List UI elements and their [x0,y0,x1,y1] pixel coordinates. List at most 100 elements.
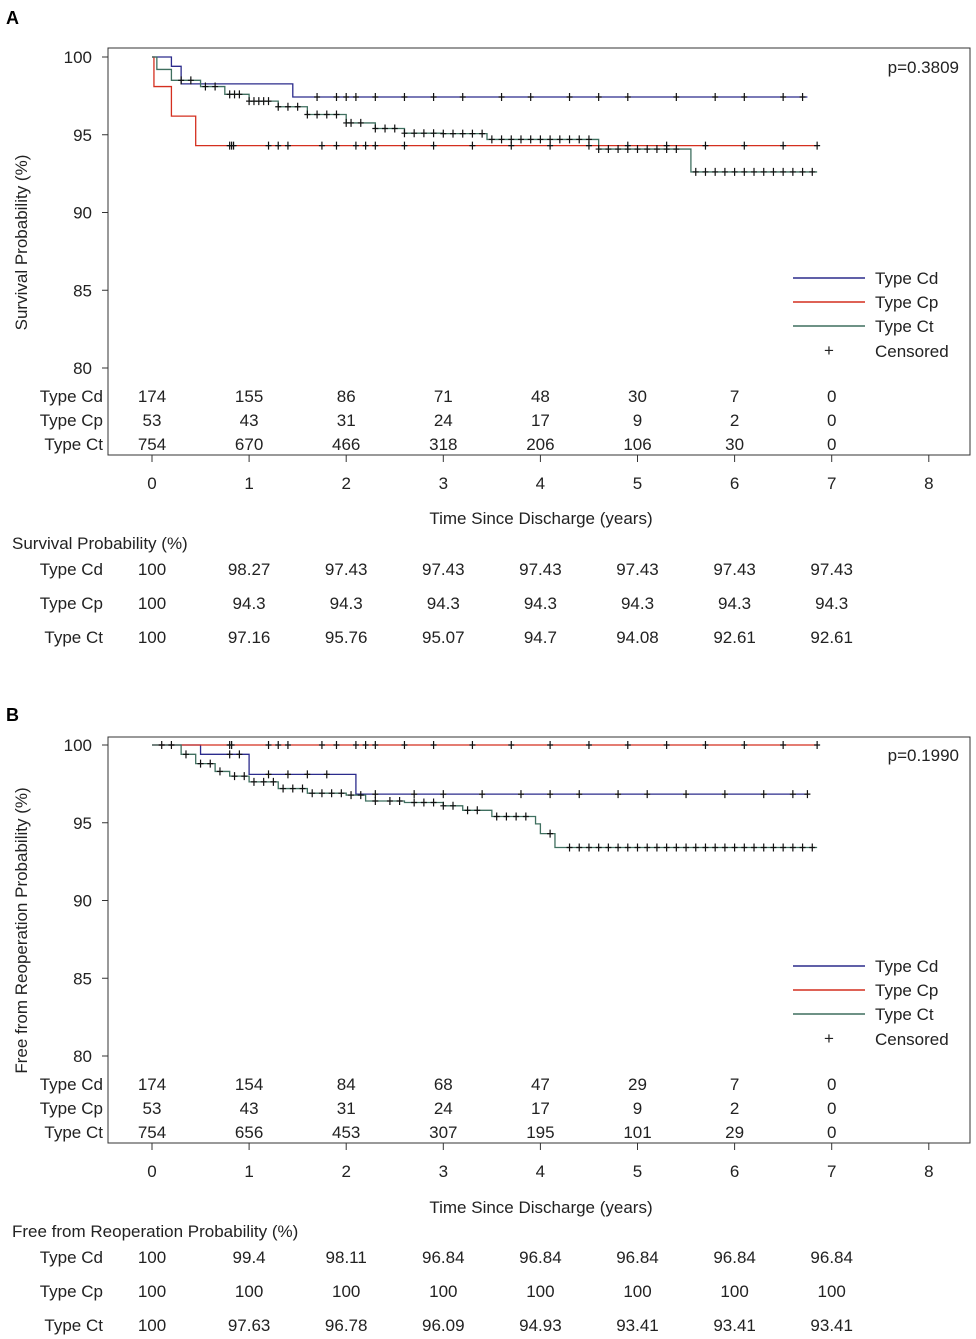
legend: Type Cd Type Cp Type Ct + Censored [793,957,949,1049]
at-risk-value: 86 [337,387,356,406]
censor-mark [692,843,699,852]
probability-value: 93.41 [713,1316,756,1335]
censor-mark [615,790,622,799]
probability-value: 94.08 [616,628,659,647]
censor-mark [814,741,821,749]
x-tick-label: 0 [147,1162,156,1181]
legend-label: Type Cd [875,269,938,288]
at-risk-value: 656 [235,1123,263,1142]
at-risk-value: 31 [337,1099,356,1118]
km-step-line [152,56,818,173]
x-tick-label: 7 [827,474,836,493]
at-risk-row-label: Type Cp [40,411,103,430]
censor-mark [362,141,369,150]
censor-mark [527,92,534,101]
censor-mark [314,92,321,101]
censor-mark [508,135,515,144]
probability-value: 100 [138,560,166,579]
probability-value: 96.84 [519,1248,562,1267]
at-risk-value: 84 [337,1075,356,1094]
censor-mark [712,167,719,176]
censor-mark [260,777,267,786]
at-risk-value: 9 [633,1099,642,1118]
censor-mark [197,759,204,768]
probability-value: 100 [138,1316,166,1335]
series-type-cd [152,744,811,799]
at-risk-value: 30 [628,387,647,406]
censor-mark [168,741,175,749]
at-risk-value: 453 [332,1123,360,1142]
censor-mark [430,741,437,749]
censor-mark [333,92,340,101]
at-risk-value: 670 [235,435,263,454]
censor-mark [372,790,379,799]
censor-mark [265,770,272,779]
censor-mark [576,135,583,144]
probability-value: 95.76 [325,628,368,647]
censor-mark [372,124,379,133]
y-tick-label: 90 [73,204,92,223]
censor-mark [683,790,690,799]
censor-mark [673,843,680,852]
censor-mark [721,167,728,176]
legend-label: Type Cp [875,981,938,1000]
censor-mark [780,141,787,150]
censor-mark [323,110,330,119]
censor-mark [702,843,709,852]
at-risk-row-label: Type Cd [40,387,103,406]
censor-mark [741,167,748,176]
y-tick-label: 85 [73,281,92,300]
y-axis-title: Survival Probability (%) [12,155,31,331]
x-tick-label: 8 [924,474,933,493]
censor-mark [508,741,515,749]
censor-mark [615,843,622,852]
probability-value: 96.84 [810,1248,853,1267]
censor-mark [284,102,291,111]
censor-mark [653,843,660,852]
y-tick-label: 80 [73,359,92,378]
censor-mark [202,82,209,91]
at-risk-value: 24 [434,411,453,430]
censor-mark [488,135,495,144]
at-risk-value: 29 [725,1123,744,1142]
censor-mark [498,92,505,101]
censor-mark [391,124,398,133]
censor-mark [294,102,301,111]
probability-value: 100 [235,1282,263,1301]
at-risk-row-label: Type Cp [40,1099,103,1118]
probability-row-label: Type Ct [44,1316,103,1335]
p-value: p=0.3809 [888,58,959,77]
censor-mark [396,796,403,805]
p-value: p=0.1990 [888,746,959,765]
censor-mark [430,798,437,807]
at-risk-table: Type Cd 174 155 86 71 48 30 7 0 Type Cp 53 43 31 24 17… [40,387,837,454]
censor-mark [469,141,476,150]
censor-mark [556,135,563,144]
censor-mark [576,843,583,852]
censor-mark [503,812,510,821]
censor-mark [401,129,408,138]
series-type-cp [152,741,821,749]
at-risk-value: 318 [429,435,457,454]
censor-mark [741,741,748,749]
censor-mark [517,790,524,799]
censor-mark [644,843,651,852]
censor-mark [712,843,719,852]
censor-mark [585,135,592,144]
censor-mark [634,843,641,852]
censor-mark [663,145,670,154]
censor-mark [751,843,758,852]
censor-mark [780,843,787,852]
y-tick-label: 85 [73,969,92,988]
probability-table-title: Free from Reoperation Probability (%) [12,1222,298,1241]
censor-mark [304,770,311,779]
probability-value: 94.7 [524,628,557,647]
censor-mark [780,741,787,749]
censor-mark [236,90,243,99]
censor-mark [605,145,612,154]
censor-mark [440,790,447,799]
probability-value: 97.43 [422,560,465,579]
probability-value: 100 [138,594,166,613]
censor-mark [522,812,529,821]
